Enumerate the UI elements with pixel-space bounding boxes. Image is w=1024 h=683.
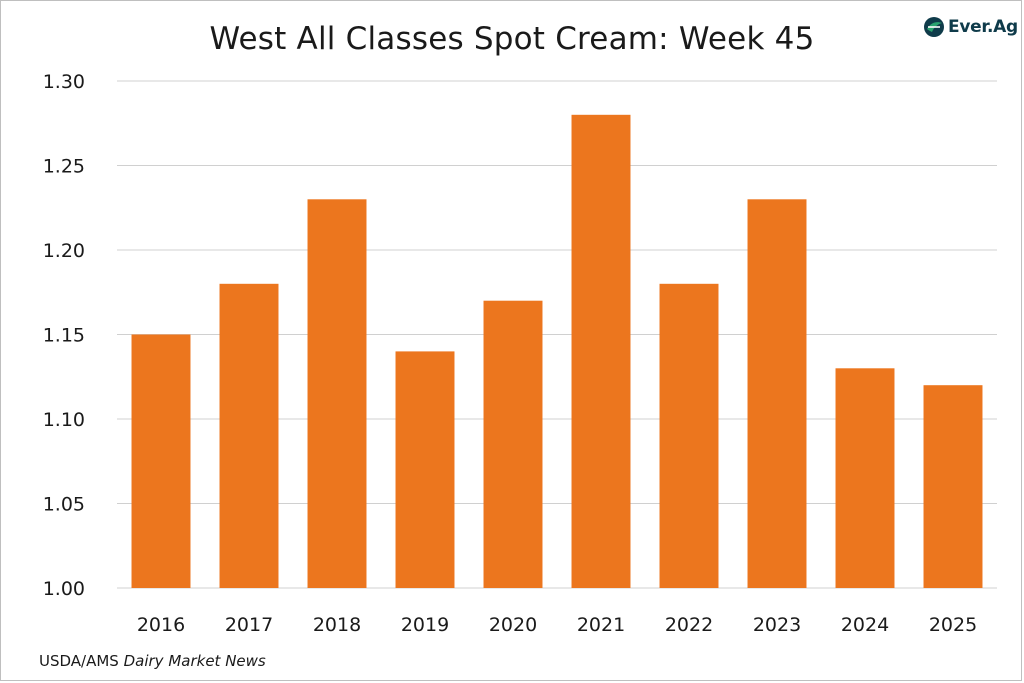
x-tick-label: 2016 xyxy=(137,614,185,636)
y-tick-label: 1.10 xyxy=(43,409,85,431)
x-tick-label: 2019 xyxy=(401,614,449,636)
source-prefix: USDA/AMS xyxy=(39,652,119,670)
source-publication: Dairy Market News xyxy=(123,652,266,670)
chart-title: West All Classes Spot Cream: Week 45 xyxy=(209,21,815,57)
bar xyxy=(483,300,543,588)
x-tick-label: 2025 xyxy=(929,614,977,636)
y-tick-label: 1.20 xyxy=(43,240,85,262)
x-tick-label: 2017 xyxy=(225,614,273,636)
x-tick-label: 2018 xyxy=(313,614,361,636)
bar xyxy=(659,283,719,588)
ever-ag-leaf-icon xyxy=(923,16,945,38)
y-tick-label: 1.15 xyxy=(43,325,85,347)
x-tick-label: 2020 xyxy=(489,614,537,636)
brand-name: Ever.Ag xyxy=(948,17,1018,37)
x-tick-label: 2024 xyxy=(841,614,889,636)
x-tick-label: 2022 xyxy=(665,614,713,636)
y-tick-label: 1.00 xyxy=(43,578,85,600)
x-tick-label: 2023 xyxy=(753,614,801,636)
x-tick-label: 2021 xyxy=(577,614,625,636)
bar xyxy=(835,368,895,588)
bar xyxy=(131,334,191,588)
y-tick-label: 1.05 xyxy=(43,494,85,516)
y-tick-label: 1.30 xyxy=(43,71,85,93)
bar xyxy=(571,114,631,589)
bar xyxy=(923,385,983,588)
bar xyxy=(747,199,807,589)
bar xyxy=(219,283,279,588)
bar xyxy=(307,199,367,589)
brand-logo: Ever.Ag xyxy=(923,13,1018,41)
y-tick-label: 1.25 xyxy=(43,156,85,178)
bar xyxy=(395,351,455,588)
source-note: USDA/AMS Dairy Market News xyxy=(39,652,266,670)
